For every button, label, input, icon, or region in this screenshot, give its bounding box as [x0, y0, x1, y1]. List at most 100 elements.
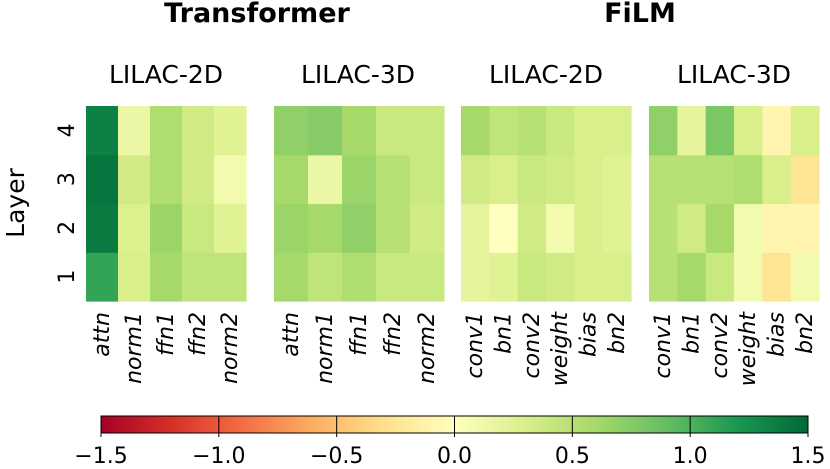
heatmap-cell: [705, 106, 735, 156]
column-label: norm1: [313, 312, 338, 384]
colorbar-tick-label: 0.5: [555, 444, 590, 469]
colorbar-tick-label: −1.5: [74, 444, 127, 469]
column-label: bn1: [680, 312, 705, 354]
heatmap-cell: [790, 252, 820, 302]
heatmap-cell: [546, 252, 575, 302]
heatmap-cell: [790, 203, 820, 253]
column-label: norm1: [122, 312, 147, 384]
heatmap-cell: [790, 106, 820, 156]
heatmap-cell: [762, 106, 792, 156]
heatmap-panel: [649, 106, 820, 302]
heatmap-cell: [517, 203, 547, 253]
heatmap-panels: [86, 106, 820, 302]
heatmap-cell: [517, 154, 547, 205]
panel-title: LILAC-3D: [301, 60, 415, 89]
column-label: bn2: [605, 312, 630, 354]
layer-tick-label: 1: [55, 270, 80, 284]
heatmap-cell: [602, 252, 632, 302]
heatmap-cell: [182, 106, 215, 156]
heatmap-cell: [734, 252, 763, 302]
heatmap-cell: [649, 106, 678, 156]
column-label: conv1: [651, 312, 676, 379]
heatmap-cell: [677, 203, 707, 253]
heatmap-cell: [649, 252, 678, 302]
column-label: conv2: [708, 312, 733, 379]
colorbar-tick-label: 0.0: [437, 444, 472, 469]
heatmap-cell: [214, 106, 247, 156]
heatmap-cell: [410, 106, 445, 156]
heatmap-cell: [461, 252, 490, 302]
heatmap-cell: [86, 252, 119, 302]
heatmap-cell: [118, 203, 151, 253]
heatmap-cell: [376, 154, 411, 205]
column-label: weight: [548, 311, 573, 387]
heatmap-cell: [410, 252, 445, 302]
heatmap-cell: [574, 252, 604, 302]
heatmap-cell: [649, 154, 678, 205]
heatmap-cell: [677, 154, 707, 205]
heatmap-cell: [461, 106, 490, 156]
heatmap-cell: [86, 106, 119, 156]
heatmap-cell: [342, 154, 377, 205]
heatmap-cell: [489, 106, 519, 156]
heatmap-cell: [86, 203, 119, 253]
heatmap-cell: [182, 203, 215, 253]
heatmap-cell: [342, 106, 377, 156]
heatmap-cell: [118, 252, 151, 302]
layer-tick-labels: 1 2 3 4: [55, 123, 80, 283]
heatmap-cell: [118, 154, 151, 205]
heatmap-cell: [376, 106, 411, 156]
column-label: ffn1: [154, 312, 179, 356]
heatmap-cell: [274, 203, 309, 253]
heatmap-cell: [705, 252, 735, 302]
column-labels: attn norm1 ffn1 ffn2 norm2 attn norm1 ffn1 ffn2 n…: [90, 311, 818, 387]
heatmap-cell: [705, 203, 735, 253]
column-label: conv1: [463, 312, 488, 379]
panel-title: LILAC-2D: [109, 60, 223, 89]
heatmap-cell: [308, 203, 343, 253]
heatmap-cell: [342, 252, 377, 302]
panel-title: LILAC-3D: [677, 60, 791, 89]
heatmap-cell: [274, 106, 309, 156]
heatmap-cell: [342, 203, 377, 253]
column-label: bias: [577, 312, 602, 357]
heatmap-cell: [410, 203, 445, 253]
heatmap-cell: [790, 154, 820, 205]
heatmap-cell: [602, 154, 632, 205]
heatmap-cell: [517, 252, 547, 302]
layer-tick-label: 3: [55, 172, 80, 186]
heatmap-cell: [546, 154, 575, 205]
heatmap-cell: [214, 154, 247, 205]
heatmap-cell: [517, 106, 547, 156]
heatmap-cell: [677, 252, 707, 302]
heatmap-cell: [602, 203, 632, 253]
column-label: bias: [765, 312, 790, 357]
heatmap-panel: [86, 106, 247, 302]
heatmap-panel: [274, 106, 445, 302]
heatmap-cell: [150, 203, 183, 253]
layer-tick-label: 2: [55, 221, 80, 235]
heatmap-cell: [150, 252, 183, 302]
heatmap-cell: [182, 252, 215, 302]
column-label: norm2: [415, 312, 440, 384]
layer-tick-label: 4: [55, 123, 80, 137]
colorbar-tick-label: 1.5: [791, 444, 826, 469]
heatmap-cell: [489, 252, 519, 302]
heatmap-cell: [734, 203, 763, 253]
group-title-transformer: Transformer: [164, 0, 350, 29]
heatmap-cell: [461, 154, 490, 205]
heatmap-cell: [214, 203, 247, 253]
heatmap-cell: [86, 154, 119, 205]
heatmap-cell: [118, 106, 151, 156]
heatmap-cell: [410, 154, 445, 205]
heatmap-cell: [546, 106, 575, 156]
column-label: ffn2: [186, 312, 211, 356]
heatmap-cell: [574, 203, 604, 253]
column-label: attn: [90, 312, 115, 357]
colorbar-tick-label: −1.0: [192, 444, 245, 469]
heatmap-cell: [762, 154, 792, 205]
heatmap-cell: [734, 154, 763, 205]
heatmap-panel: [461, 106, 632, 302]
heatmap-cell: [308, 154, 343, 205]
heatmap-cell: [574, 106, 604, 156]
